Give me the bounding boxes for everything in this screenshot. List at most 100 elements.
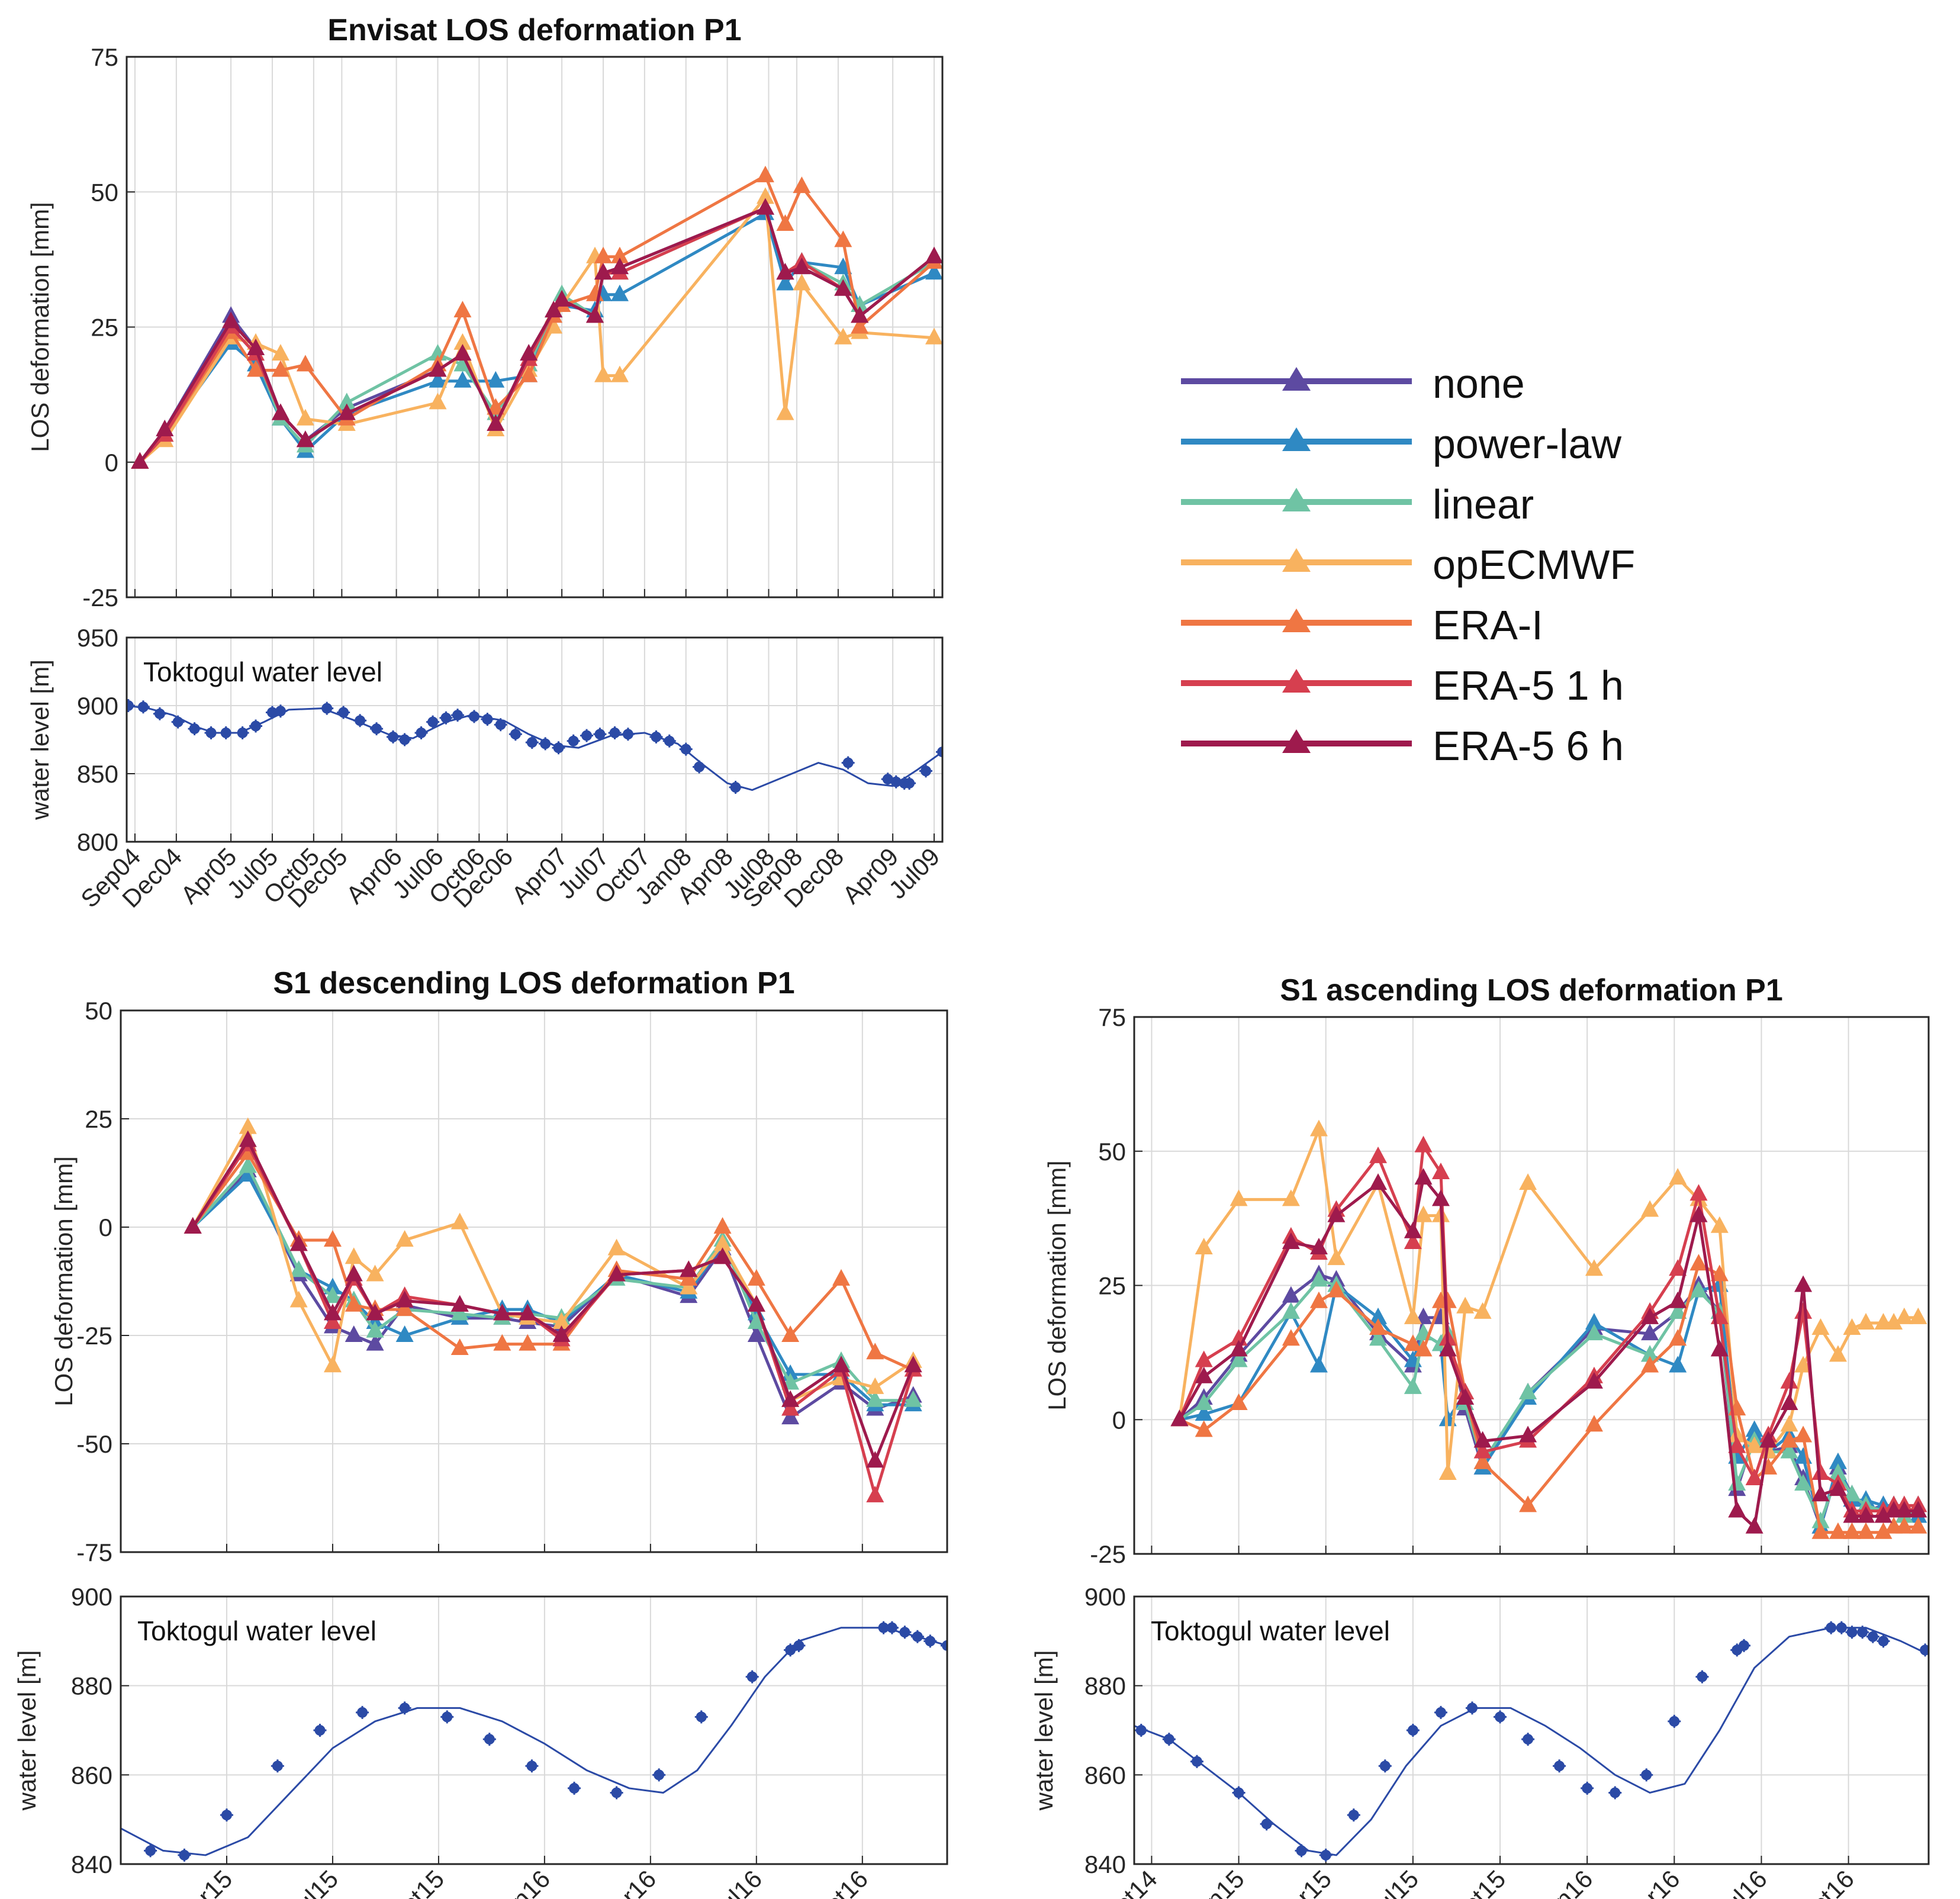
data-point (366, 1334, 384, 1351)
water-level-point-cross (313, 1724, 327, 1737)
data-point (1874, 1506, 1893, 1523)
data-point (289, 1234, 308, 1251)
data-point (271, 360, 289, 377)
data-point (1369, 1146, 1388, 1163)
data-point (222, 311, 240, 329)
panel-envisat_water: 800850900950Sep04Dec04Apr05Jul05Oct05Dec… (26, 624, 945, 913)
data-point (453, 355, 472, 372)
data-point (450, 1338, 469, 1355)
data-point (1829, 1479, 1847, 1496)
x-tick-label: Oct16 (1793, 1865, 1859, 1899)
data-point (756, 165, 774, 182)
data-point (1195, 1350, 1213, 1367)
water-level-point-cross (784, 1643, 797, 1657)
y-tick-label: 880 (71, 1672, 112, 1700)
water-level-point-cross (353, 714, 367, 728)
data-point (1794, 1425, 1813, 1443)
plot-area (121, 1010, 947, 1552)
data-point (1909, 1517, 1927, 1534)
y-tick-label: 800 (77, 828, 118, 856)
data-point (713, 1217, 732, 1234)
water-level-point-cross (1319, 1848, 1333, 1862)
plot-marks (121, 1621, 947, 1862)
data-point (289, 1290, 308, 1308)
data-point (395, 1290, 414, 1308)
chart-title: S1 ascending LOS deformation P1 (1280, 973, 1783, 1008)
y-tick-label: -25 (76, 1322, 112, 1350)
data-point (450, 1303, 469, 1321)
x-tick-label: Apr15 (171, 1865, 237, 1899)
legend: none power-law linear opECMWF ERA-I ERA-… (1172, 354, 1681, 777)
y-tick-label: 50 (91, 178, 118, 206)
data-point (607, 1264, 626, 1282)
data-point (131, 452, 149, 469)
data-point (493, 1303, 511, 1321)
data-point (1811, 1318, 1830, 1335)
x-tick-label: Jan16 (1530, 1865, 1598, 1899)
data-point (1843, 1506, 1861, 1523)
water-level-point-cross (467, 710, 481, 723)
y-tick-label: 75 (1098, 1003, 1126, 1031)
data-point (1195, 1393, 1213, 1411)
x-tick-label: Jul16 (1711, 1865, 1772, 1899)
water-level-point-cross (451, 709, 465, 722)
data-point (851, 317, 869, 334)
water-level-point-cross (936, 745, 942, 759)
data-point (296, 430, 314, 448)
data-point (834, 230, 852, 247)
data-point (1780, 1415, 1798, 1432)
water-level-point-cross (414, 726, 428, 739)
series-line (139, 174, 935, 464)
water-level-point-cross (481, 713, 494, 726)
water-level-point-cross (1465, 1701, 1479, 1715)
water-level-point-cross (1553, 1759, 1566, 1773)
data-point (553, 289, 571, 307)
water-level-point-cross (1877, 1634, 1890, 1648)
data-point (1404, 1232, 1422, 1249)
y-tick-label: 860 (71, 1761, 112, 1789)
water-level-point-cross (1378, 1759, 1392, 1773)
y-axis-label: LOS deformation [mm] (50, 1156, 78, 1406)
data-point (1829, 1452, 1847, 1469)
data-point (1811, 1522, 1830, 1539)
data-point (1780, 1372, 1798, 1389)
data-point (832, 1269, 851, 1286)
y-tick-label: 900 (1084, 1583, 1126, 1611)
data-point (519, 1334, 537, 1351)
water-level-point-cross (568, 1781, 581, 1795)
data-point (1438, 1291, 1457, 1308)
series-ERA-I (1170, 1254, 1927, 1539)
data-point (1710, 1216, 1729, 1233)
data-point (1431, 1189, 1450, 1206)
panel-s1_asc: -25 0 25 50 75 LOS deformation [mm] S1 ascendi… (1043, 973, 1930, 1568)
water-level-line (121, 1627, 947, 1856)
data-point (1909, 1501, 1927, 1518)
water-level-point-cross (398, 733, 411, 746)
data-point (1811, 1511, 1830, 1528)
data-point (610, 284, 629, 301)
data-point (184, 1217, 202, 1234)
y-tick-label: 850 (77, 760, 118, 788)
data-point (1473, 1452, 1492, 1469)
data-point (1369, 1329, 1388, 1346)
y-tick-label: -75 (76, 1538, 112, 1566)
data-point (1282, 1286, 1300, 1303)
x-tick-label: Oct15 (1444, 1865, 1511, 1899)
plot-marks (1170, 1119, 1927, 1539)
data-point (866, 1377, 884, 1394)
data-point (904, 1356, 922, 1373)
data-point (610, 258, 629, 275)
water-level-point-cross (1640, 1768, 1653, 1782)
data-point (1438, 1340, 1457, 1357)
data-point (851, 306, 869, 323)
data-point (271, 403, 289, 420)
data-point (1689, 1280, 1708, 1298)
data-point (323, 1303, 342, 1321)
y-axis-label: water level [m] (1030, 1650, 1058, 1811)
x-tick-label: Apr16 (1618, 1865, 1685, 1899)
panel-s1_desc_water: 840 860 880 900 Apr15 Jul15 Oct15 Jan16 Apr16 Jul… (13, 1583, 948, 1899)
legend-item-era5-1h: ERA-5 1 h (1172, 656, 1681, 716)
axes-box (125, 56, 944, 598)
data-point (453, 301, 472, 318)
data-point (680, 1277, 698, 1295)
